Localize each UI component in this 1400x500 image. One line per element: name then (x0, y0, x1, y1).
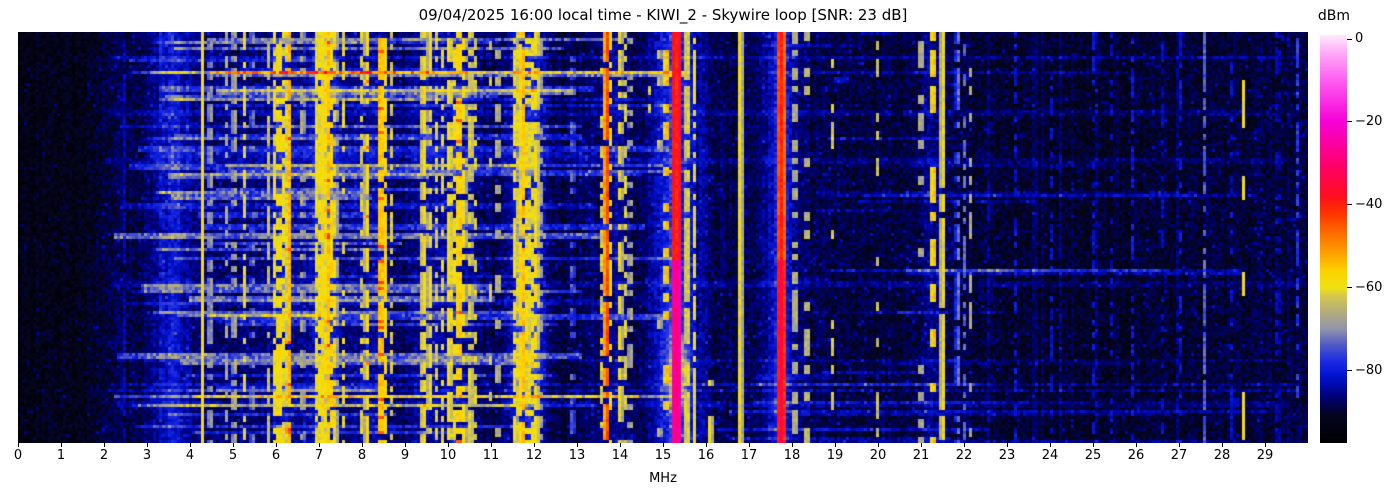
x-tick-mark (576, 443, 578, 447)
x-tick-label: 16 (697, 448, 715, 463)
x-tick-label: 10 (439, 448, 457, 463)
x-tick-label: 18 (783, 448, 801, 463)
x-tick-label: 9 (400, 448, 410, 463)
x-tick-mark (619, 443, 621, 447)
x-tick-label: 17 (740, 448, 758, 463)
x-tick-mark (1178, 443, 1180, 447)
x-tick-mark (1135, 443, 1137, 447)
x-tick-label: 5 (228, 448, 238, 463)
x-tick-label: 14 (611, 448, 629, 463)
x-tick-label: 25 (1084, 448, 1102, 463)
colorbar-tick-label: 0 (1355, 31, 1364, 47)
x-tick-label: 24 (1041, 448, 1059, 463)
x-tick-label: 7 (314, 448, 324, 463)
colorbar-tick-mark (1347, 287, 1352, 289)
x-tick-mark (146, 443, 148, 447)
x-tick-label: 27 (1170, 448, 1188, 463)
x-axis-label: MHz (649, 471, 677, 486)
x-tick-mark (232, 443, 234, 447)
x-tick-label: 12 (525, 448, 543, 463)
colorbar-tick-mark (1347, 370, 1352, 371)
x-tick-mark (318, 443, 320, 447)
x-tick-label: 0 (13, 448, 23, 463)
x-tick-label: 8 (357, 448, 367, 463)
x-tick-label: 1 (56, 448, 66, 463)
x-tick-mark (1049, 443, 1051, 447)
x-tick-mark (103, 443, 105, 447)
x-tick-mark (533, 443, 535, 447)
x-tick-mark (1006, 443, 1008, 447)
x-tick-mark (60, 443, 62, 447)
x-tick-label: 11 (482, 448, 500, 463)
x-tick-mark (447, 443, 449, 447)
x-tick-mark (963, 443, 965, 447)
x-tick-label: 6 (271, 448, 281, 463)
colorbar-tick-label: −60 (1355, 279, 1383, 295)
x-tick-mark (490, 443, 492, 447)
colorbar (1320, 35, 1347, 443)
x-tick-mark (404, 443, 406, 447)
colorbar-tick-mark (1347, 38, 1352, 40)
x-tick-mark (275, 443, 277, 447)
x-tick-mark (1221, 443, 1223, 447)
colorbar-tick-mark (1347, 204, 1352, 206)
x-tick-mark (1092, 443, 1094, 447)
colorbar-tick-mark (1347, 121, 1352, 123)
x-tick-label: 4 (185, 448, 195, 463)
x-tick-label: 21 (912, 448, 930, 463)
x-tick-label: 22 (955, 448, 973, 463)
x-tick-mark (920, 443, 922, 447)
x-tick-label: 2 (99, 448, 109, 463)
x-tick-label: 13 (568, 448, 586, 463)
spectrogram-heatmap (18, 32, 1308, 443)
x-tick-label: 3 (142, 448, 152, 463)
x-tick-mark (834, 443, 836, 447)
x-tick-label: 29 (1256, 448, 1274, 463)
x-tick-label: 15 (654, 448, 672, 463)
x-tick-mark (877, 443, 879, 447)
colorbar-tick-label: −20 (1355, 113, 1383, 129)
x-tick-mark (748, 443, 750, 447)
x-tick-label: 23 (998, 448, 1016, 463)
x-tick-label: 19 (826, 448, 844, 463)
colorbar-label: dBm (1317, 8, 1351, 24)
x-tick-label: 20 (869, 448, 887, 463)
x-tick-mark (361, 443, 363, 447)
x-tick-mark (705, 443, 707, 447)
x-tick-mark (1264, 443, 1266, 447)
x-tick-label: 26 (1127, 448, 1145, 463)
x-tick-mark (791, 443, 793, 447)
x-tick-mark (662, 443, 664, 447)
x-tick-mark (189, 443, 191, 447)
chart-title: 09/04/2025 16:00 local time - KIWI_2 - S… (418, 6, 908, 24)
colorbar-tick-label: −80 (1355, 362, 1383, 378)
x-tick-label: 28 (1213, 448, 1231, 463)
x-tick-mark (17, 443, 19, 447)
colorbar-tick-label: −40 (1355, 196, 1383, 212)
